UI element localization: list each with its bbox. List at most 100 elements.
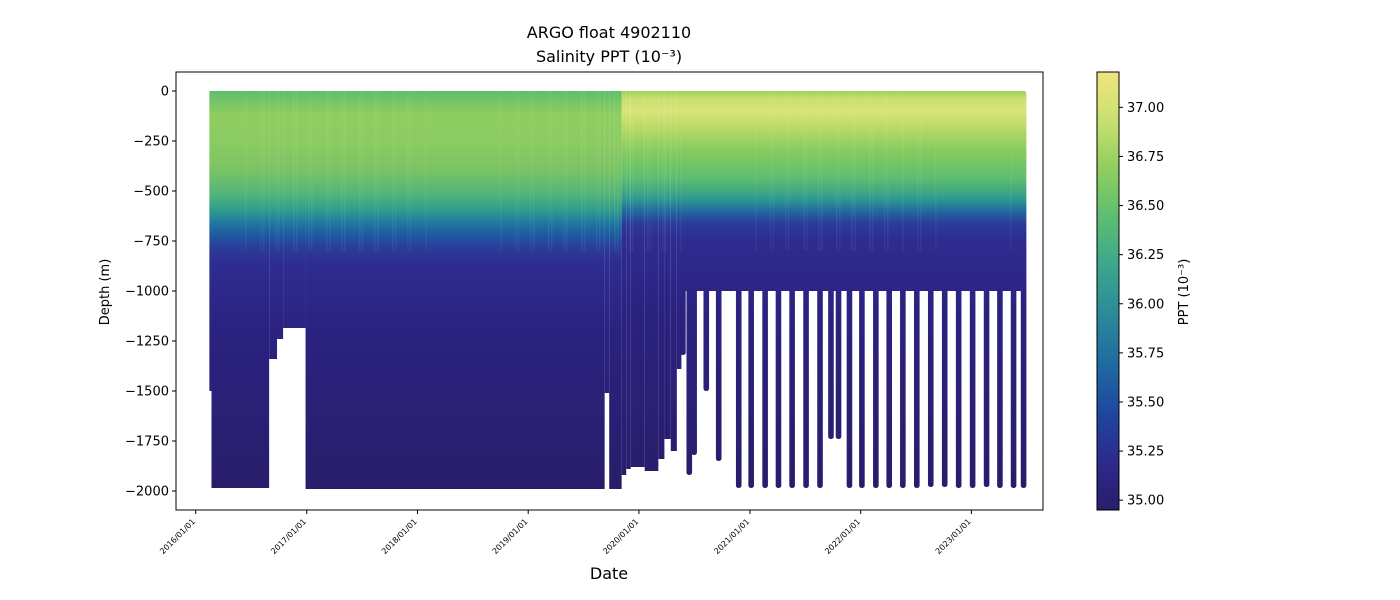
texture-stripe — [518, 91, 520, 251]
texture-stripe — [377, 91, 379, 251]
y-tick-label: −500 — [133, 185, 169, 200]
texture-stripe — [551, 91, 553, 251]
texture-stripe — [374, 91, 376, 251]
profile-spike — [941, 91, 948, 487]
texture-stripe — [680, 91, 682, 251]
texture-stripe — [821, 91, 823, 251]
texture-stripe — [599, 91, 601, 251]
profile-spike — [900, 91, 906, 488]
colorbar-tick-label: 37.00 — [1127, 101, 1164, 116]
texture-stripe — [533, 91, 535, 251]
profile-spike — [828, 91, 834, 439]
y-tick-label: −250 — [133, 135, 169, 150]
texture-stripe — [806, 91, 808, 251]
texture-stripe — [785, 91, 787, 251]
x-axis-label: Date — [590, 564, 628, 583]
texture-stripe — [614, 91, 616, 251]
texture-stripe — [647, 91, 649, 251]
profile-spike — [680, 91, 686, 355]
texture-stripe — [515, 91, 517, 251]
texture-stripe — [308, 91, 310, 251]
texture-stripe — [818, 91, 820, 251]
profile-spike — [914, 91, 920, 488]
y-axis-label: Depth (m) — [98, 259, 113, 326]
profile-spike — [927, 91, 934, 487]
texture-stripe — [773, 91, 775, 251]
texture-stripe — [836, 91, 838, 251]
profile-segment — [658, 91, 665, 459]
profile-segment — [211, 91, 270, 488]
chart-title: ARGO float 4902110 — [527, 23, 691, 42]
texture-stripe — [500, 91, 502, 251]
profile-segment — [305, 91, 605, 489]
x-axis: 2016/01/01 2017/01/01 2018/01/01 2019/01/01… — [158, 510, 973, 556]
y-tick-label: −2000 — [125, 485, 169, 500]
profile-segment — [209, 91, 212, 391]
profile-spike — [886, 91, 892, 488]
texture-stripe — [344, 91, 346, 251]
profile-segment — [626, 91, 631, 469]
texture-stripe — [917, 91, 919, 251]
x-tick-label: 2023/01/01 — [934, 517, 973, 556]
texture-stripe — [392, 91, 394, 251]
profile-spike — [873, 91, 879, 488]
texture-stripe — [530, 91, 532, 251]
texture-stripe — [359, 91, 361, 251]
texture-stripe — [245, 91, 247, 251]
colorbar-tick-label: 35.00 — [1127, 494, 1164, 509]
texture-stripe — [1010, 91, 1012, 251]
colorbar-label: PPT (10⁻³) — [1177, 259, 1192, 326]
texture-stripe — [263, 91, 265, 251]
texture-stripe — [293, 91, 295, 251]
texture-stripe — [902, 91, 904, 251]
texture-stripe — [650, 91, 652, 251]
texture-stripe — [548, 91, 550, 251]
profile-segment — [269, 91, 278, 359]
y-tick-label: −1500 — [125, 385, 169, 400]
texture-stripe — [341, 91, 343, 251]
colorbar-tick-label: 35.50 — [1127, 395, 1164, 410]
texture-stripe — [887, 91, 889, 251]
texture-stripe — [410, 91, 412, 251]
profile-spike — [762, 91, 768, 488]
profile-spike — [748, 91, 754, 488]
y-tick-label: −1000 — [125, 285, 169, 300]
y-tick-label: −750 — [133, 235, 169, 250]
x-tick-label: 2018/01/01 — [380, 517, 419, 556]
colorbar-tick-label: 36.75 — [1127, 150, 1164, 165]
texture-stripe — [329, 91, 331, 251]
texture-stripe — [566, 91, 568, 251]
texture-stripe — [362, 91, 364, 251]
texture-stripe — [275, 91, 277, 251]
texture-stripe — [629, 91, 631, 251]
texture-stripe — [920, 91, 922, 251]
profile-segment — [670, 91, 677, 451]
profile-spike — [817, 91, 823, 488]
profile-spike — [859, 91, 865, 488]
texture-stripe — [407, 91, 409, 251]
texture-stripe — [665, 91, 667, 251]
texture-stripe — [425, 91, 427, 251]
x-tick-label: 2019/01/01 — [491, 517, 530, 556]
texture-stripe — [755, 91, 757, 251]
profile-spike — [789, 91, 795, 488]
profile-spike — [686, 91, 693, 475]
colorbar-tick-label: 35.75 — [1127, 346, 1164, 361]
texture-stripe — [662, 91, 664, 251]
y-tick-label: 0 — [161, 85, 169, 100]
profile-segment — [277, 91, 284, 339]
profile-spike — [703, 91, 710, 391]
profile-spike — [1010, 91, 1017, 488]
profile-spike — [835, 91, 842, 439]
profile-spike — [969, 91, 976, 488]
texture-stripe — [851, 91, 853, 251]
profile-segment — [664, 91, 671, 439]
texture-stripe — [278, 91, 280, 251]
colorbar-tick-label: 36.00 — [1127, 297, 1164, 312]
texture-stripe — [854, 91, 856, 251]
texture-stripe — [788, 91, 790, 251]
texture-stripe — [770, 91, 772, 251]
texture-stripe — [803, 91, 805, 251]
profile-spike — [997, 91, 1003, 488]
